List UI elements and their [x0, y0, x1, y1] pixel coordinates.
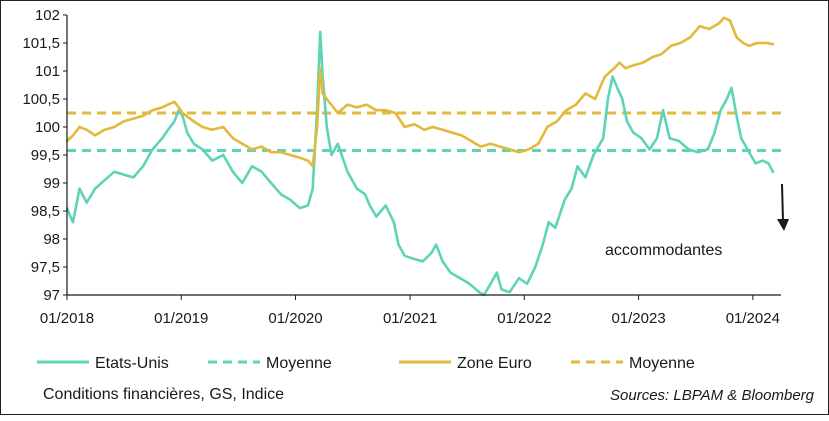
series-line-2: [65, 16, 775, 168]
y-tick-label: 98,5: [31, 203, 60, 220]
y-tick-label: 101,5: [22, 35, 60, 52]
x-tick-label: 01/2023: [611, 310, 665, 327]
arrow-down-icon: [777, 183, 789, 231]
x-tick-label: 01/2022: [497, 310, 551, 327]
x-tick-label: 01/2019: [154, 310, 208, 327]
annotation-label: accommodantes: [605, 242, 722, 259]
legend-label: Moyenne: [266, 355, 332, 372]
x-tick-labels: 01/2018 01/2019 01/2020 01/2021 01/2022 01/20…: [40, 295, 780, 327]
series-lines: [65, 16, 775, 297]
y-tick-labels: 97 97,5 98 98,5 99 99,5 100 100,5 101 101,5 102: [22, 7, 67, 304]
y-tick-label: 100: [35, 119, 60, 136]
x-tick-label: 01/2020: [268, 310, 322, 327]
x-tick-label: 01/2018: [40, 310, 94, 327]
source-label: Sources: LBPAM & Bloomberg: [610, 387, 815, 404]
y-tick-label: 102: [35, 7, 60, 24]
series-line-0: [65, 30, 775, 297]
y-tick-label: 101: [35, 63, 60, 80]
y-tick-label: 99: [43, 175, 60, 192]
chart-subtitle: Conditions financières, GS, Indice: [43, 386, 284, 403]
y-tick-label: 98: [43, 231, 60, 248]
x-tick-label: 01/2024: [726, 310, 780, 327]
legend-label: Zone Euro: [457, 355, 532, 372]
legend: Etats-Unis Moyenne Zone Euro Moyenne: [37, 355, 695, 372]
y-tick-label: 99,5: [31, 147, 60, 164]
x-tick-label: 01/2021: [383, 310, 437, 327]
y-tick-label: 97: [43, 287, 60, 304]
y-tick-label: 100,5: [22, 91, 60, 108]
legend-label: Moyenne: [629, 355, 695, 372]
legend-label: Etats-Unis: [95, 355, 169, 372]
y-tick-label: 97,5: [31, 259, 60, 276]
